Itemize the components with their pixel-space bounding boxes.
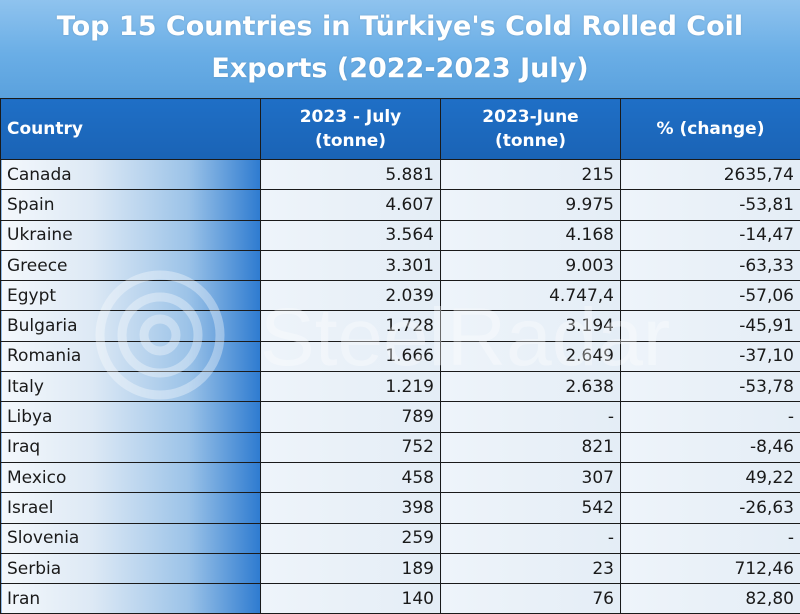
july-cell: 752 xyxy=(261,432,441,462)
june-cell: 9.003 xyxy=(441,250,621,280)
july-cell: 789 xyxy=(261,402,441,432)
june-cell: - xyxy=(441,402,621,432)
change-cell: -63,33 xyxy=(621,250,800,280)
july-cell: 189 xyxy=(261,553,441,583)
country-cell: Iraq xyxy=(1,432,261,462)
june-cell: 4.168 xyxy=(441,220,621,250)
chart-title: Top 15 Countries in Türkiye's Cold Rolle… xyxy=(0,0,800,98)
july-cell: 140 xyxy=(261,584,441,614)
july-cell: 1.666 xyxy=(261,341,441,371)
june-cell: 76 xyxy=(441,584,621,614)
header-july: 2023 - July (tonne) xyxy=(261,99,441,160)
july-cell: 1.219 xyxy=(261,372,441,402)
june-cell: 4.747,4 xyxy=(441,281,621,311)
june-cell: 3.194 xyxy=(441,311,621,341)
june-cell: 215 xyxy=(441,160,621,190)
header-june: 2023-June (tonne) xyxy=(441,99,621,160)
change-cell: -37,10 xyxy=(621,341,800,371)
july-cell: 458 xyxy=(261,462,441,492)
july-cell: 259 xyxy=(261,523,441,553)
july-cell: 3.564 xyxy=(261,220,441,250)
country-cell: Ukraine xyxy=(1,220,261,250)
country-cell: Spain xyxy=(1,190,261,220)
change-cell: -14,47 xyxy=(621,220,800,250)
change-cell: - xyxy=(621,523,800,553)
change-cell: -53,78 xyxy=(621,372,800,402)
country-cell: Mexico xyxy=(1,462,261,492)
country-cell: Romania xyxy=(1,341,261,371)
country-cell: Libya xyxy=(1,402,261,432)
change-cell: -57,06 xyxy=(621,281,800,311)
july-cell: 4.607 xyxy=(261,190,441,220)
change-cell: -45,91 xyxy=(621,311,800,341)
change-cell: -53,81 xyxy=(621,190,800,220)
change-cell: 49,22 xyxy=(621,462,800,492)
change-cell: 2635,74 xyxy=(621,160,800,190)
change-cell: -26,63 xyxy=(621,493,800,523)
change-cell: 82,80 xyxy=(621,584,800,614)
country-cell: Canada xyxy=(1,160,261,190)
july-cell: 398 xyxy=(261,493,441,523)
country-cell: Greece xyxy=(1,250,261,280)
june-cell: - xyxy=(441,523,621,553)
june-cell: 307 xyxy=(441,462,621,492)
header-country: Country xyxy=(1,99,261,160)
country-cell: Egypt xyxy=(1,281,261,311)
june-cell: 542 xyxy=(441,493,621,523)
title-line-2: Exports (2022-2023 July) xyxy=(0,48,800,90)
july-cell: 2.039 xyxy=(261,281,441,311)
july-cell: 3.301 xyxy=(261,250,441,280)
country-cell: Israel xyxy=(1,493,261,523)
country-cell: Bulgaria xyxy=(1,311,261,341)
july-cell: 5.881 xyxy=(261,160,441,190)
title-line-1: Top 15 Countries in Türkiye's Cold Rolle… xyxy=(0,6,800,48)
country-cell: Slovenia xyxy=(1,523,261,553)
header-change: % (change) xyxy=(621,99,800,160)
country-cell: Italy xyxy=(1,372,261,402)
change-cell: 712,46 xyxy=(621,553,800,583)
change-cell: - xyxy=(621,402,800,432)
country-cell: Serbia xyxy=(1,553,261,583)
june-cell: 821 xyxy=(441,432,621,462)
country-cell: Iran xyxy=(1,584,261,614)
june-cell: 9.975 xyxy=(441,190,621,220)
change-cell: -8,46 xyxy=(621,432,800,462)
header-row: Country 2023 - July (tonne) 2023-June (t… xyxy=(1,99,800,160)
july-cell: 1.728 xyxy=(261,311,441,341)
june-cell: 2.649 xyxy=(441,341,621,371)
data-table: Country 2023 - July (tonne) 2023-June (t… xyxy=(0,98,800,614)
june-cell: 23 xyxy=(441,553,621,583)
june-cell: 2.638 xyxy=(441,372,621,402)
